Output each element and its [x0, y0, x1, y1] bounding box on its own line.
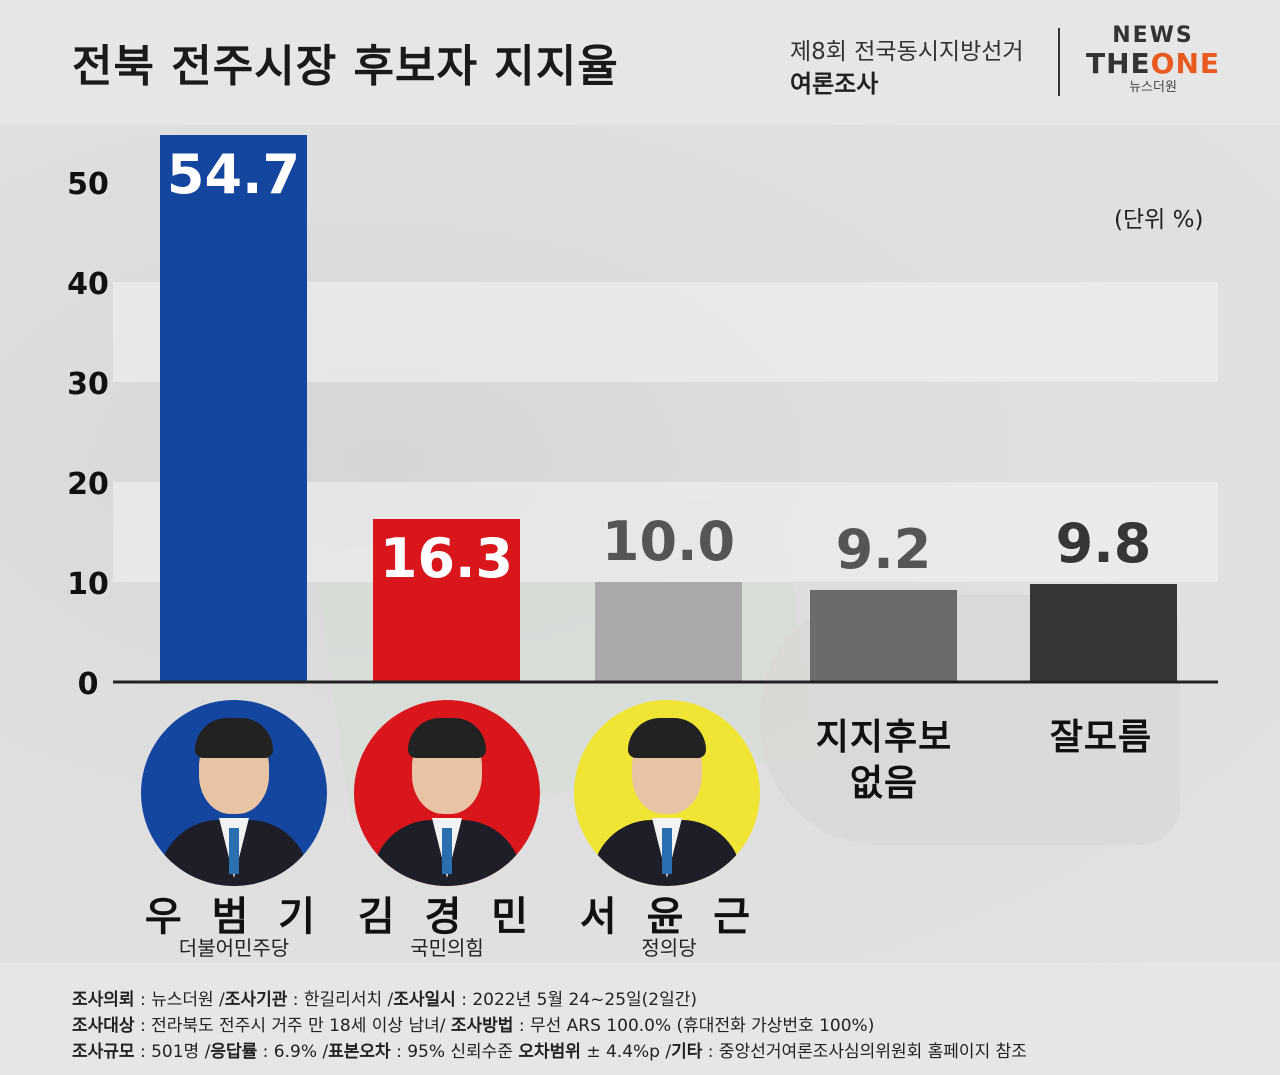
candidate-photo [354, 700, 540, 886]
footer-value: ± 4.4%p / [580, 1042, 672, 1062]
bar-4 [810, 590, 957, 682]
portrait-hair [628, 718, 706, 758]
y-tick-label: 40 [67, 267, 109, 302]
footer-line-2: 조사대상 : 전라북도 전주시 거주 만 18세 이상 남녀/ 조사방법 : 무… [72, 1011, 874, 1036]
news-logo: NEWS THEONE 뉴스더원 [1078, 24, 1228, 96]
header-divider [1058, 28, 1060, 96]
portrait-hair [408, 718, 486, 758]
bar-value-label: 9.2 [836, 518, 932, 581]
portrait-hair [195, 718, 273, 758]
footer-value: : 2022년 5월 24~25일(2일간) [455, 990, 698, 1010]
footer-key: 표본오차 [328, 1042, 391, 1062]
bar-value-label: 16.3 [380, 527, 513, 590]
footer-key: 기타 [671, 1042, 703, 1062]
candidate-party: 정의당 [641, 936, 697, 960]
y-tick-label: 0 [78, 667, 99, 702]
footer-key: 조사대상 [72, 1016, 135, 1036]
candidate-photo [141, 700, 327, 886]
portrait-tie [442, 828, 452, 874]
bar-5 [1030, 584, 1177, 682]
footer-line-3: 조사규모 : 501명 /응답률 : 6.9% /표본오차 : 95% 신뢰수준… [72, 1037, 1027, 1062]
logo-news-text: NEWS [1112, 23, 1194, 48]
footer-value: : 중앙선거여론조사심의위원회 홈페이지 참조 [702, 1042, 1027, 1062]
y-tick-label: 20 [67, 467, 109, 502]
survey-label: 여론조사 [790, 70, 879, 98]
footer-value: : 한길리서치 / [287, 990, 394, 1010]
portrait-tie [662, 828, 672, 874]
bar-2 [373, 519, 520, 682]
footer-value: : 뉴스더원 / [134, 990, 225, 1010]
candidate-name: 서 윤 근 [579, 894, 759, 940]
page-title: 전북 전주시장 후보자 지지율 [72, 41, 619, 92]
bar-chart: 0 10 20 30 40 50 54.7 16.3 10.0 9.2 9.8 [67, 135, 1218, 702]
bar-value-label: 54.7 [167, 143, 300, 206]
dont-know-label: 잘모름 [1049, 717, 1153, 758]
footer-key: 조사방법 [450, 1016, 514, 1036]
no-candidate-label-line1: 지지후보 [815, 717, 953, 758]
footer-key: 응답률 [210, 1042, 258, 1062]
footer-value: : 501명 / [134, 1042, 211, 1062]
footer-value: : 무선 ARS 100.0% (휴대전화 가상번호 100%) [513, 1016, 875, 1036]
footer-value: : 95% 신뢰수준 [390, 1042, 519, 1062]
footer-value: : 전라북도 전주시 거주 만 18세 이상 남녀/ [134, 1016, 451, 1036]
logo-korean-text: 뉴스더원 [1129, 80, 1177, 95]
footer-value: : 6.9% / [257, 1042, 329, 1062]
candidate-party: 더불어민주당 [178, 936, 290, 960]
election-name: 제8회 전국동시지방선거 [790, 39, 1024, 65]
footer-key: 조사의뢰 [72, 990, 135, 1010]
header: 전북 전주시장 후보자 지지율 제8회 전국동시지방선거 여론조사 NEWS T… [0, 0, 1280, 125]
no-candidate-label-line2: 없음 [849, 763, 919, 804]
y-tick-label: 30 [67, 367, 109, 402]
footer-key: 조사일시 [393, 990, 456, 1010]
y-tick-label: 50 [67, 167, 109, 202]
footer-key: 조사규모 [72, 1042, 135, 1062]
logo-one: ONE [1150, 47, 1221, 80]
portrait-tie [229, 828, 239, 874]
bar-value-label: 10.0 [602, 510, 735, 573]
bar-value-label: 9.8 [1056, 512, 1152, 575]
y-tick-label: 10 [67, 567, 109, 602]
candidate-name: 김 경 민 [357, 894, 537, 940]
survey-footer: 조사의뢰 : 뉴스더원 /조사기관 : 한길리서치 /조사일시 : 2022년 … [0, 963, 1280, 1075]
bar-1 [160, 135, 307, 682]
candidate-photo [574, 700, 760, 886]
candidate-name: 우 범 기 [144, 894, 324, 940]
unit-label: (단위 %) [1114, 207, 1204, 233]
footer-key: 오차범위 [518, 1042, 581, 1062]
bar-3 [595, 582, 742, 682]
logo-theone-text: THEONE [1078, 48, 1228, 80]
logo-the: THE [1085, 47, 1151, 80]
footer-line-1: 조사의뢰 : 뉴스더원 /조사기관 : 한길리서치 /조사일시 : 2022년 … [72, 985, 697, 1010]
footer-key: 조사기관 [224, 990, 288, 1010]
candidate-party: 국민의힘 [410, 936, 484, 960]
